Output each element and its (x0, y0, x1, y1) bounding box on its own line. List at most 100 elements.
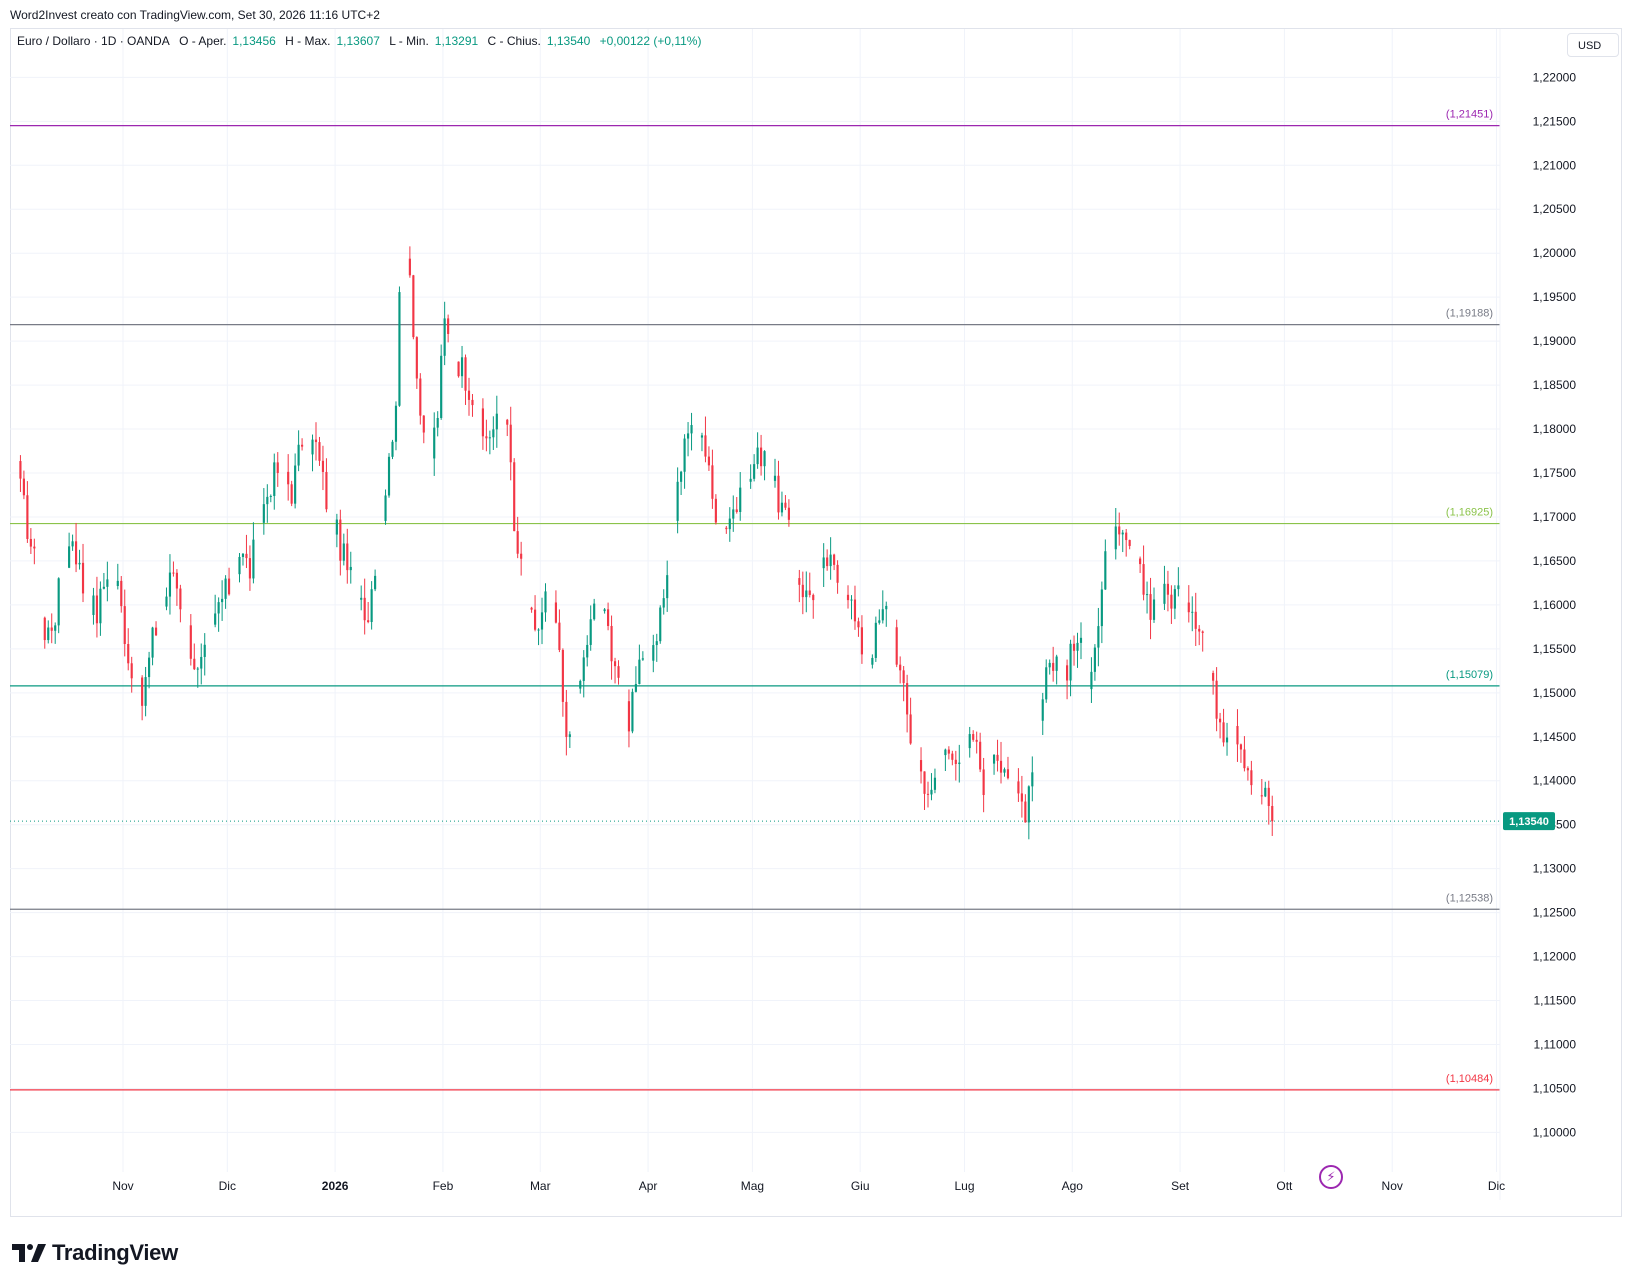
candle-body (586, 644, 589, 658)
candle-body (1055, 656, 1058, 671)
candle-body (506, 419, 509, 425)
candle-body (276, 462, 279, 473)
legend-change: +0,00122 (+0,11%) (599, 34, 702, 48)
chart-frame[interactable] (10, 28, 1622, 1217)
candle-body (412, 275, 415, 338)
horizontal-levels[interactable]: (1,21451) (1,19188) (1,16925) (1,15079) (1,1… (10, 109, 1500, 1091)
price-level-label: (1,15079) (1446, 669, 1493, 681)
candle-body (763, 451, 766, 467)
candle-body (1048, 662, 1051, 668)
candle-body (471, 399, 474, 406)
candle-body (919, 760, 923, 772)
candle-body (227, 578, 231, 595)
candle-body (822, 557, 825, 569)
price-tick-label: 1,18500 (1533, 378, 1577, 392)
candle-body (760, 447, 763, 467)
candle-body (902, 670, 905, 684)
candle-body (627, 701, 631, 732)
tradingview-logo-icon (12, 1244, 46, 1262)
candle-body (947, 749, 950, 754)
candle-body (367, 620, 370, 623)
candle-body (728, 518, 731, 530)
candle-body (638, 659, 641, 685)
candle-body (1236, 725, 1239, 745)
candle-body (1069, 643, 1072, 681)
candle-body (19, 461, 22, 479)
candle-body (1187, 602, 1190, 613)
candle-body (26, 495, 29, 539)
candle-body (533, 609, 537, 630)
candle-body (266, 496, 269, 505)
candle-body (933, 777, 937, 790)
candle-body (1006, 769, 1010, 779)
candle-body (130, 663, 133, 679)
price-level-label: (1,12538) (1446, 892, 1493, 904)
candle-body (214, 613, 217, 625)
candle-body (238, 556, 241, 575)
candle-body (1097, 626, 1100, 648)
candle-body (1118, 526, 1121, 535)
price-tick-label: 1,19500 (1533, 290, 1577, 304)
candle-body (666, 575, 669, 599)
candle-body (1090, 671, 1093, 690)
candle-body (975, 739, 978, 742)
price-tick-label: 1,11000 (1534, 1038, 1577, 1052)
candle-body (784, 502, 787, 508)
legend-close-label: C - Chius. (487, 34, 541, 48)
price-axis[interactable]: 1,10000 1,10500 1,11000 1,11500 1,12000 1,125… (1499, 29, 1577, 1200)
candle-body (1079, 637, 1083, 643)
candle-body (1125, 532, 1128, 541)
candle-body (662, 598, 665, 608)
currency-button[interactable]: USD (1567, 33, 1619, 57)
candle-body (1212, 672, 1215, 681)
candle-body (753, 464, 756, 479)
price-tick-label: 1,12000 (1533, 950, 1577, 964)
candle-body (287, 471, 290, 485)
candle-body (440, 355, 443, 418)
candle-body (325, 471, 328, 510)
candle-body (579, 680, 582, 689)
time-tick-label: Dic (219, 1179, 236, 1193)
candle-body (1093, 647, 1096, 672)
candle-body (68, 546, 71, 568)
candle-body (294, 465, 297, 504)
candle-body (923, 771, 926, 794)
candle-body (78, 562, 81, 565)
candle-body (481, 408, 484, 437)
price-tick-label: 1,18000 (1533, 422, 1577, 436)
lightning-events-icon[interactable]: ⚡ (1319, 1165, 1343, 1189)
candle-body (245, 553, 248, 559)
candle-body (565, 701, 568, 737)
candle-body (200, 656, 203, 669)
candle-body (826, 557, 829, 567)
candle-body (968, 734, 971, 749)
candle-body (339, 519, 342, 561)
tradingview-logo[interactable]: TradingView (12, 1240, 178, 1266)
candle-body (102, 586, 105, 589)
price-tick-label: 1,16500 (1533, 554, 1577, 568)
candle-body (43, 617, 46, 641)
price-tick-label: 1,17500 (1533, 466, 1577, 480)
candle-body (613, 661, 617, 667)
candle-body (509, 424, 512, 463)
candle-body (217, 602, 220, 614)
candle-body (610, 625, 613, 662)
time-axis[interactable]: Nov Dic 2026 Feb Mar Apr Mag Giu Lug Ago Set Ott Nov… (112, 1179, 1505, 1193)
candle-body (735, 509, 738, 513)
candle-body (554, 602, 558, 623)
candle-body (659, 607, 662, 642)
candle-body (384, 495, 387, 521)
candle-body (141, 677, 144, 706)
candle-body (690, 425, 693, 434)
candle-body (464, 357, 467, 391)
candle-body (1219, 718, 1222, 723)
candle-body (930, 789, 933, 795)
candle-body (1246, 768, 1249, 771)
candle-body (833, 554, 836, 565)
price-tick-label: 1,10000 (1533, 1125, 1577, 1139)
candle-body (314, 439, 318, 443)
candle-body (704, 435, 707, 457)
candle-body (520, 553, 523, 559)
symbol-legend: Euro / Dollaro · 1D · OANDA O - Aper. 1,1… (17, 34, 701, 48)
